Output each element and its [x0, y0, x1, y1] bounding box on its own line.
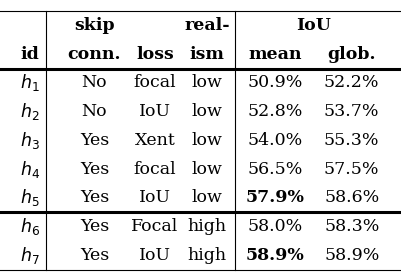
Text: conn.: conn.	[67, 46, 121, 63]
Text: 58.6%: 58.6%	[323, 189, 379, 206]
Text: IoU: IoU	[296, 17, 330, 34]
Text: 53.7%: 53.7%	[323, 103, 379, 120]
Text: Yes: Yes	[80, 189, 109, 206]
Text: $h_{6}$: $h_{6}$	[20, 216, 40, 237]
Text: IoU: IoU	[138, 189, 170, 206]
Text: 58.0%: 58.0%	[247, 218, 302, 235]
Text: Yes: Yes	[80, 132, 109, 149]
Text: 56.5%: 56.5%	[247, 161, 302, 178]
Text: 57.5%: 57.5%	[323, 161, 379, 178]
Text: focal: focal	[133, 161, 176, 178]
Text: No: No	[81, 75, 107, 91]
Text: IoU: IoU	[138, 103, 170, 120]
Text: 55.3%: 55.3%	[323, 132, 379, 149]
Text: focal: focal	[133, 75, 176, 91]
Text: high: high	[187, 218, 226, 235]
Text: id: id	[21, 46, 39, 63]
Text: $h_{3}$: $h_{3}$	[20, 130, 40, 151]
Text: 54.0%: 54.0%	[247, 132, 302, 149]
Text: IoU: IoU	[138, 247, 170, 264]
Text: mean: mean	[248, 46, 302, 63]
Text: No: No	[81, 103, 107, 120]
Text: 58.9%: 58.9%	[323, 247, 379, 264]
Text: low: low	[191, 189, 222, 206]
Text: Focal: Focal	[131, 218, 178, 235]
Text: low: low	[191, 132, 222, 149]
Text: Yes: Yes	[80, 247, 109, 264]
Text: skip: skip	[74, 17, 115, 34]
Text: Yes: Yes	[80, 161, 109, 178]
Text: low: low	[191, 161, 222, 178]
Text: real-: real-	[184, 17, 229, 34]
Text: 58.9%: 58.9%	[245, 247, 304, 264]
Text: Yes: Yes	[80, 218, 109, 235]
Text: ism: ism	[189, 46, 224, 63]
Text: 57.9%: 57.9%	[245, 189, 304, 206]
Text: 50.9%: 50.9%	[247, 75, 302, 91]
Text: $h_{4}$: $h_{4}$	[20, 159, 40, 180]
Text: $h_{7}$: $h_{7}$	[20, 245, 40, 266]
Text: $h_{1}$: $h_{1}$	[20, 73, 40, 93]
Text: high: high	[187, 247, 226, 264]
Text: loss: loss	[136, 46, 173, 63]
Text: glob.: glob.	[327, 46, 375, 63]
Text: $h_{5}$: $h_{5}$	[20, 187, 40, 208]
Text: low: low	[191, 75, 222, 91]
Text: 52.8%: 52.8%	[247, 103, 302, 120]
Text: $h_{2}$: $h_{2}$	[20, 101, 40, 122]
Text: 58.3%: 58.3%	[323, 218, 379, 235]
Text: Xent: Xent	[134, 132, 175, 149]
Text: low: low	[191, 103, 222, 120]
Text: 52.2%: 52.2%	[323, 75, 379, 91]
